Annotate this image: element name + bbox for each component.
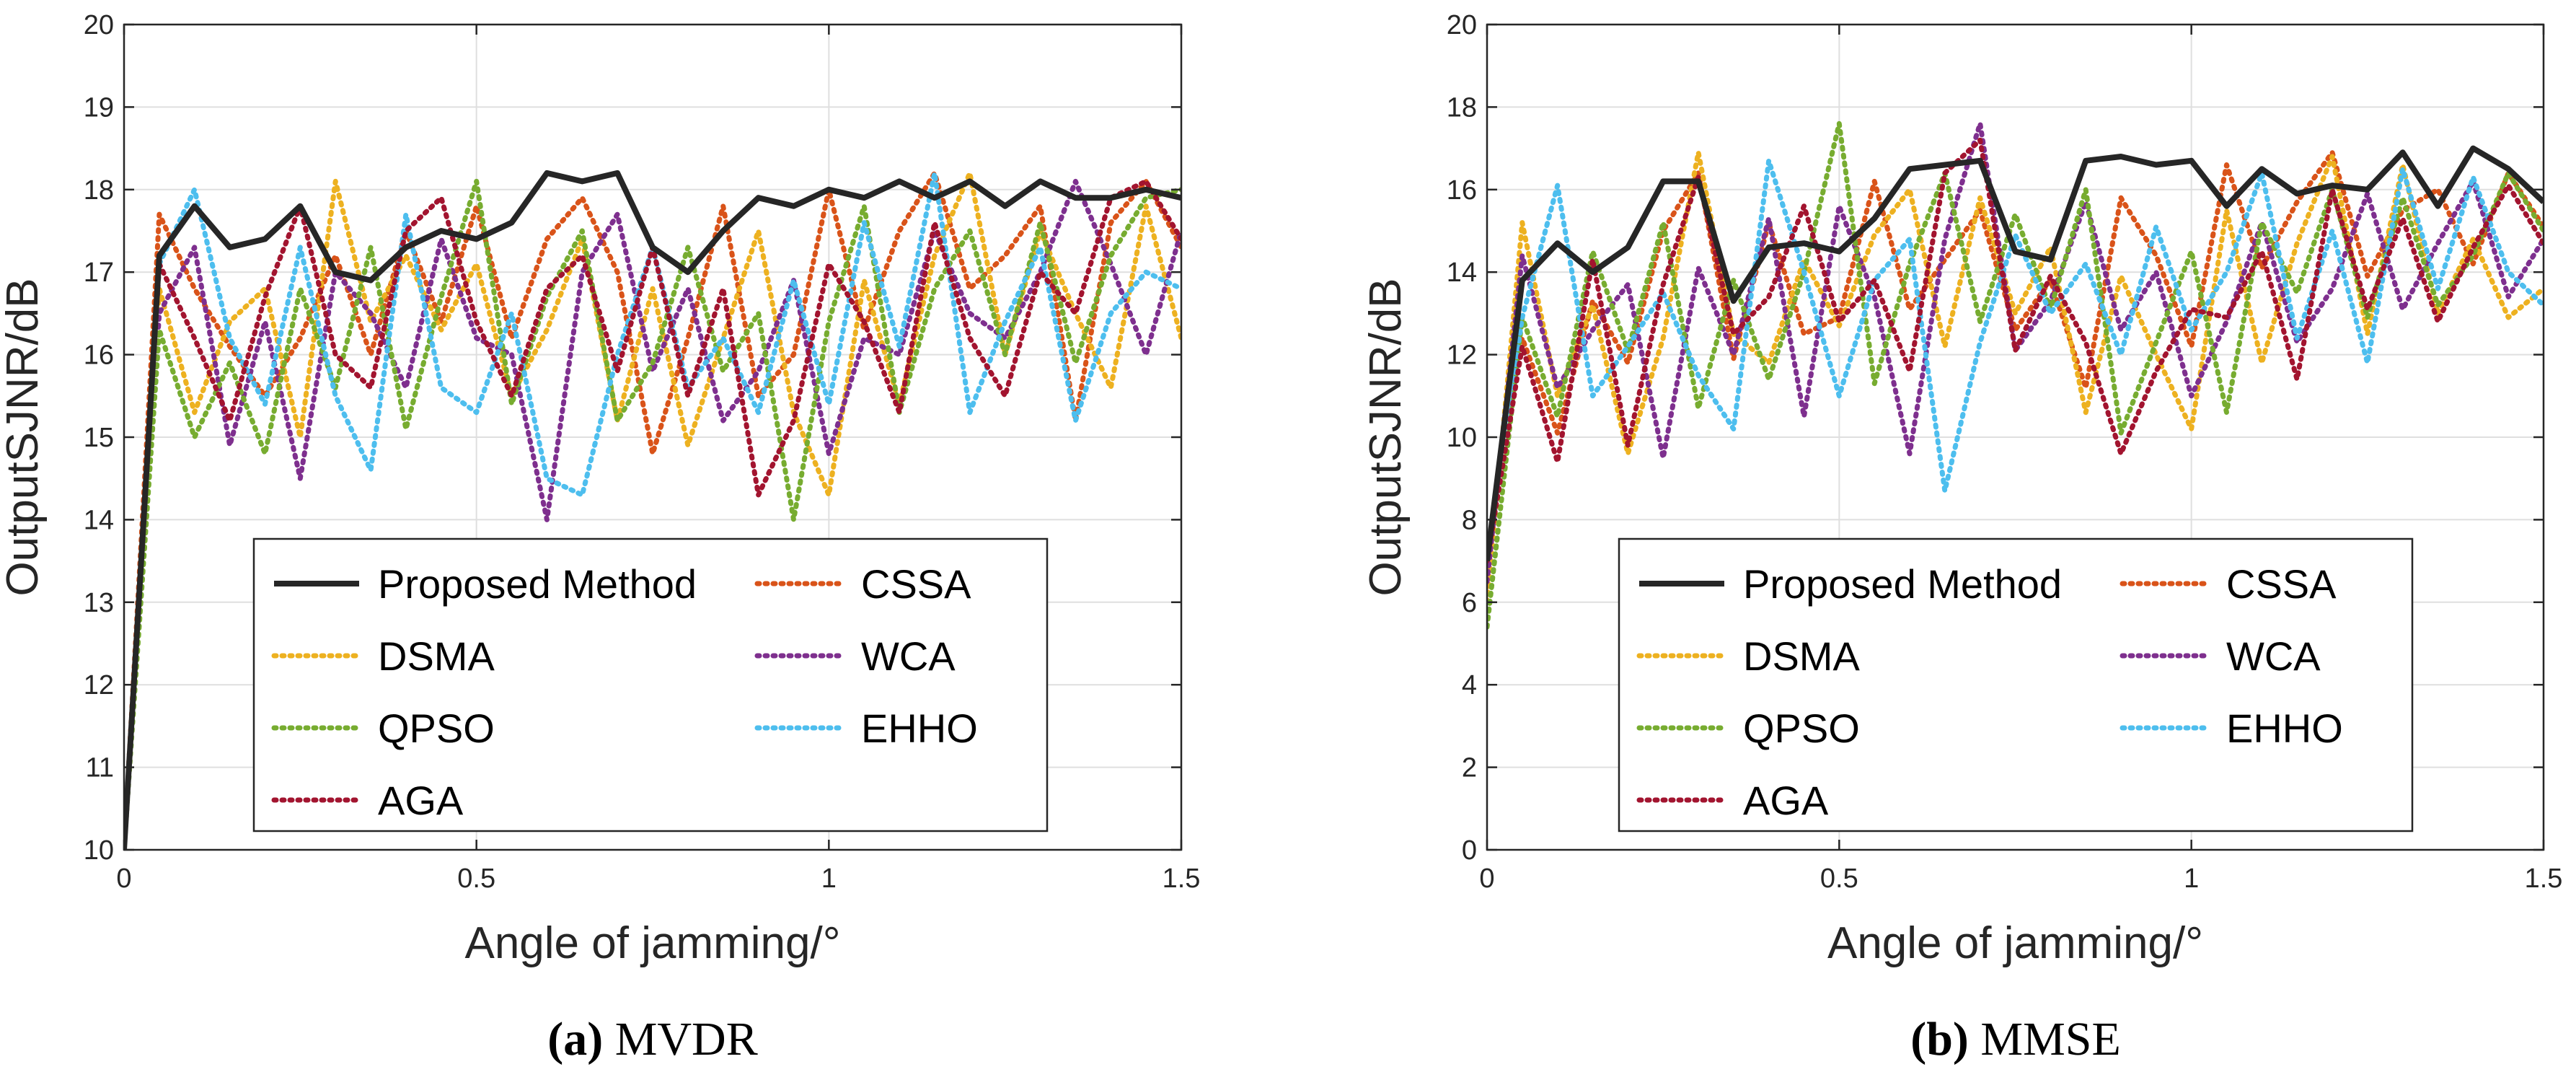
legend-label: AGA	[378, 778, 464, 823]
panel-caption: (b) MMSE	[1910, 1013, 2121, 1066]
legend-item-aga: AGA	[1636, 778, 1829, 823]
legend: Proposed Method CSSA DSMA WCA QPSO EHHO AGA	[1618, 537, 2414, 832]
legend-item-wca: WCA	[754, 633, 956, 679]
x-tick-label: 1	[2184, 864, 2199, 894]
y-tick-label: 10	[84, 835, 114, 866]
y-tick-label: 17	[84, 258, 114, 288]
caption-method: MVDR	[603, 1013, 758, 1066]
y-tick-label: 6	[1462, 588, 1477, 618]
legend-label: DSMA	[378, 633, 495, 679]
legend-item-qpso: QPSO	[1636, 706, 1860, 751]
legend-label: WCA	[861, 633, 956, 679]
legend-label: QPSO	[1743, 706, 1860, 751]
legend-item-dsma: DSMA	[1636, 633, 1860, 679]
y-tick-label: 12	[1447, 341, 1477, 371]
caption-panel-letter: (b)	[1910, 1013, 1969, 1066]
x-tick-label: 0	[1479, 864, 1494, 894]
legend-box	[252, 537, 1049, 832]
legend-label: CSSA	[2226, 561, 2337, 607]
series-line-qpso	[1487, 120, 2544, 630]
y-tick-label: 2	[1462, 753, 1477, 783]
legend-label: AGA	[1743, 778, 1829, 823]
legend-item-cssa: CSSA	[2120, 561, 2337, 607]
legend-label: CSSA	[861, 561, 971, 607]
series-line-cssa	[124, 170, 1181, 850]
legend-item-qpso: QPSO	[271, 706, 495, 751]
x-axis-label: Angle of jamming/°	[1827, 918, 2203, 968]
y-tick-label: 14	[84, 505, 114, 535]
legend-box	[1618, 537, 2414, 832]
legend-item-proposed: Proposed Method	[274, 561, 697, 607]
legend-item-cssa: CSSA	[754, 561, 971, 607]
legend-label: EHHO	[2226, 706, 2343, 751]
legend-label: Proposed Method	[1743, 561, 2062, 607]
x-tick-label: 1.5	[2525, 864, 2563, 894]
y-axis-label: OutputSJNR/dB	[1361, 278, 1411, 596]
legend-item-ehho: EHHO	[754, 706, 978, 751]
legend-item-ehho: EHHO	[2120, 706, 2343, 751]
y-tick-label: 15	[84, 423, 114, 453]
x-tick-label: 1	[821, 864, 837, 894]
series-line-qpso	[124, 178, 1181, 850]
y-tick-label: 0	[1462, 835, 1477, 866]
caption-method: MMSE	[1969, 1013, 2121, 1066]
panel-b-mmse: 0 2 4 6 8 10 12 14 16 18 20 0 0.5 1 1.5 Angle of jammin…	[1361, 10, 2562, 1066]
y-tick-label: 20	[84, 10, 114, 40]
x-tick-label: 0	[116, 864, 131, 894]
legend-label: QPSO	[378, 706, 495, 751]
y-axis-label: OutputSJNR/dB	[0, 278, 48, 596]
y-tick-label: 10	[1447, 423, 1477, 453]
legend-item-aga: AGA	[271, 778, 464, 823]
legend-item-proposed: Proposed Method	[1639, 561, 2062, 607]
x-axis-label: Angle of jamming/°	[464, 918, 840, 968]
y-tick-label: 20	[1447, 10, 1477, 40]
y-tick-label: 18	[84, 175, 114, 206]
y-tick-label: 12	[84, 670, 114, 700]
y-tick-label: 19	[84, 92, 114, 123]
legend-item-wca: WCA	[2120, 633, 2321, 679]
legend-label: DSMA	[1743, 633, 1860, 679]
y-tick-label: 18	[1447, 92, 1477, 123]
legend-label: EHHO	[861, 706, 978, 751]
y-tick-label: 14	[1447, 258, 1477, 288]
series-line-proposed	[124, 170, 1181, 850]
series-line-cssa	[1487, 149, 2544, 564]
y-tick-label: 13	[84, 588, 114, 618]
panel-a-mvdr: 10 11 12 13 14 15 16 17 18 19 20 0 0.5 1 1.5 Angle of j…	[0, 10, 1200, 1066]
y-tick-label: 11	[86, 753, 114, 783]
panel-caption: (a) MVDR	[547, 1013, 758, 1066]
series-line-dsma	[1487, 149, 2544, 605]
y-tick-label: 8	[1462, 505, 1477, 535]
x-tick-label: 0.5	[457, 864, 495, 894]
x-tick-label: 0.5	[1820, 864, 1858, 894]
y-tick-label: 16	[84, 341, 114, 371]
legend-label: WCA	[2226, 633, 2321, 679]
series-line-proposed	[1487, 145, 2544, 562]
caption-panel-letter: (a)	[547, 1013, 603, 1066]
y-tick-label: 4	[1462, 670, 1477, 700]
y-tick-label: 16	[1447, 175, 1477, 206]
series-line-aga	[1487, 137, 2544, 564]
series-line-wca	[124, 178, 1181, 850]
legend-item-dsma: DSMA	[271, 633, 495, 679]
legend-label: Proposed Method	[378, 561, 697, 607]
x-tick-label: 1.5	[1163, 864, 1201, 894]
legend: Proposed Method CSSA DSMA WCA QPSO EHHO AGA	[252, 537, 1049, 832]
